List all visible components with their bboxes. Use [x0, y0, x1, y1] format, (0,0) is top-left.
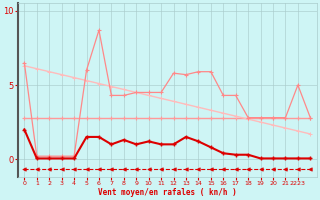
X-axis label: Vent moyen/en rafales ( kn/h ): Vent moyen/en rafales ( kn/h )	[98, 188, 237, 197]
